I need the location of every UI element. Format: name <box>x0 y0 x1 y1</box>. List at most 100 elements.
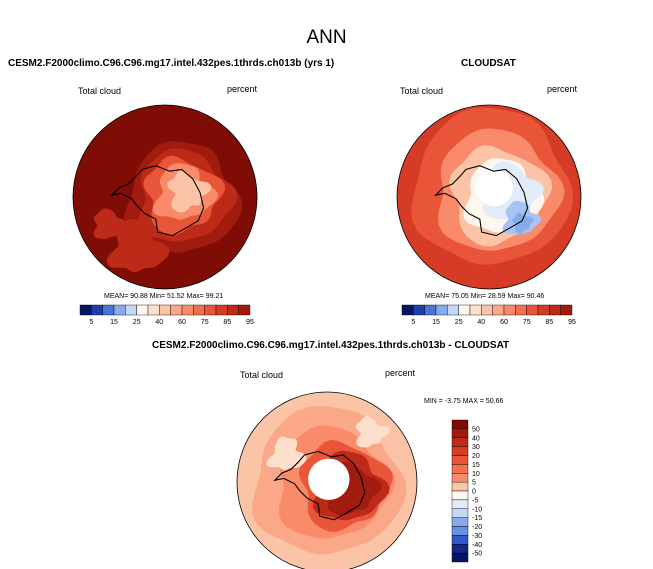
colorbar-3-swatch-11 <box>451 508 469 518</box>
panel-2-title: CLOUDSAT <box>461 58 516 69</box>
colorbar-1-tick-15: 15 <box>110 319 118 326</box>
panel-1-units-label: percent <box>227 84 258 94</box>
map-2-missing-data <box>476 169 513 207</box>
map-1-contour-7 <box>93 208 127 240</box>
colorbar-1-swatch-15 <box>238 304 251 316</box>
colorbar-1-swatch-3 <box>102 304 115 316</box>
colorbar-1-swatch-11 <box>193 304 205 316</box>
map-1-contour-5 <box>167 170 212 213</box>
colorbar-2-tick-40: 40 <box>477 319 485 326</box>
colorbar-3-swatch-14 <box>451 535 469 545</box>
colorbar-3-swatch-3 <box>451 437 469 447</box>
colorbar-3-swatch-15 <box>451 544 469 554</box>
colorbar-3-tick--15: -15 <box>472 515 482 522</box>
colorbar-3-tick--20: -20 <box>472 524 482 531</box>
main-title: ANN <box>306 27 347 48</box>
colorbar-2-swatch-2 <box>413 304 425 316</box>
colorbar-2-swatch-8 <box>481 304 493 316</box>
colorbar-1-swatch-14 <box>227 304 239 316</box>
colorbar-2-swatch-11 <box>515 304 527 316</box>
colorbar-1-tick-95: 95 <box>246 319 254 326</box>
map-1-contour-6 <box>106 219 170 273</box>
colorbar-2-tick-95: 95 <box>568 319 576 326</box>
colorbar-1-swatch-7 <box>147 304 160 316</box>
colorbar-1-swatch-1 <box>79 304 92 316</box>
panel-1-stats: MEAN= 90.88 Min= 51.52 Max= 99.21 <box>104 293 224 300</box>
colorbar-2-tick-60: 60 <box>500 319 508 326</box>
colorbar-3-tick--5: -5 <box>472 497 478 504</box>
colorbar-2-swatch-12 <box>526 304 539 316</box>
colorbar-1-swatch-10 <box>181 304 194 316</box>
colorbar-2-tick-85: 85 <box>545 319 553 326</box>
colorbar-1-swatch-5 <box>125 304 137 316</box>
map-3-missing-data <box>308 458 350 500</box>
map-2-contour-7 <box>511 212 534 234</box>
colorbar-1-swatch-13 <box>215 304 228 316</box>
colorbar-1-tick-5: 5 <box>89 319 93 326</box>
colorbar-3-swatch-2 <box>451 428 469 438</box>
colorbar-3-tick-50: 50 <box>472 426 480 433</box>
panel-2-units-label: percent <box>547 84 578 94</box>
panel-3-units-label: percent <box>385 368 416 378</box>
colorbar-3-tick-10: 10 <box>472 471 480 478</box>
colorbar-3-tick-30: 30 <box>472 444 480 451</box>
colorbar-2-swatch-9 <box>492 304 505 316</box>
colorbar-2-swatch-15 <box>560 304 573 316</box>
colorbar-3-swatch-4 <box>451 446 469 456</box>
colorbar-3-swatch-12 <box>451 517 469 527</box>
colorbar-1: 5 15 25 40 60 75 85 95 <box>79 304 254 326</box>
colorbar-2: 5 15 25 40 60 75 85 95 <box>401 304 576 326</box>
colorbar-2-swatch-3 <box>424 304 437 316</box>
colorbar-3-tick--10: -10 <box>472 506 482 513</box>
colorbar-3-swatch-5 <box>451 455 469 465</box>
colorbar-1-swatch-6 <box>136 304 149 316</box>
colorbar-3-tick-40: 40 <box>472 435 480 442</box>
colorbar-3-tick-5: 5 <box>472 480 476 487</box>
panel-1-title: CESM2.F2000climo.C96.C96.mg17.intel.432p… <box>8 58 335 69</box>
colorbar-3-tick-15: 15 <box>472 462 480 469</box>
colorbar-3-swatch-10 <box>451 499 469 509</box>
colorbar-2-tick-15: 15 <box>432 319 440 326</box>
map-panel-2 <box>396 104 582 290</box>
colorbar-2-swatch-4 <box>435 304 448 316</box>
colorbar-2-swatch-5 <box>447 304 459 316</box>
colorbar-1-swatch-4 <box>113 304 126 316</box>
colorbar-3-swatch-13 <box>451 526 469 536</box>
map-1-coastline <box>109 165 205 237</box>
colorbar-1-tick-40: 40 <box>155 319 163 326</box>
colorbar-2-swatch-10 <box>503 304 516 316</box>
colorbar-2-tick-25: 25 <box>455 319 463 326</box>
colorbar-1-tick-60: 60 <box>178 319 186 326</box>
colorbar-1-swatch-12 <box>204 304 217 316</box>
map-3-contour-7 <box>355 416 390 448</box>
colorbar-1-tick-75: 75 <box>201 319 209 326</box>
colorbar-1-swatch-9 <box>170 304 183 316</box>
colorbar-3-tick-0: 0 <box>472 489 476 496</box>
panel-3-variable-label: Total cloud <box>240 370 284 380</box>
colorbar-1-tick-85: 85 <box>223 319 231 326</box>
colorbar-2-swatch-6 <box>458 304 471 316</box>
colorbar-3-tick--50: -50 <box>472 551 482 558</box>
map-1-border <box>72 104 258 290</box>
map-3-contour-6 <box>266 436 307 471</box>
colorbar-3-tick--40: -40 <box>472 542 482 549</box>
colorbar-3-swatch-16 <box>451 552 469 563</box>
colorbar-3-tick--30: -30 <box>472 533 482 540</box>
colorbar-2-swatch-7 <box>469 304 482 316</box>
colorbar-3-swatch-9 <box>451 490 469 501</box>
colorbar-2-tick-5: 5 <box>411 319 415 326</box>
colorbar-3-tick-20: 20 <box>472 453 480 460</box>
colorbar-3-swatch-1 <box>451 419 469 430</box>
map-3-coastline <box>273 450 366 521</box>
colorbar-2-swatch-13 <box>537 304 550 316</box>
map-2-border <box>396 104 582 290</box>
map-panel-1 <box>72 104 258 290</box>
colorbar-1-tick-25: 25 <box>133 319 141 326</box>
panel-3-title: CESM2.F2000climo.C96.C96.mg17.intel.432p… <box>152 340 510 351</box>
panel-3-stats: MIN = -3.75 MAX = 50.66 <box>424 398 504 405</box>
panel-2-stats: MEAN= 75.05 Min= 28.59 Max= 90.46 <box>425 293 545 300</box>
map-3-border <box>236 391 418 569</box>
map-panel-3 <box>236 391 418 569</box>
